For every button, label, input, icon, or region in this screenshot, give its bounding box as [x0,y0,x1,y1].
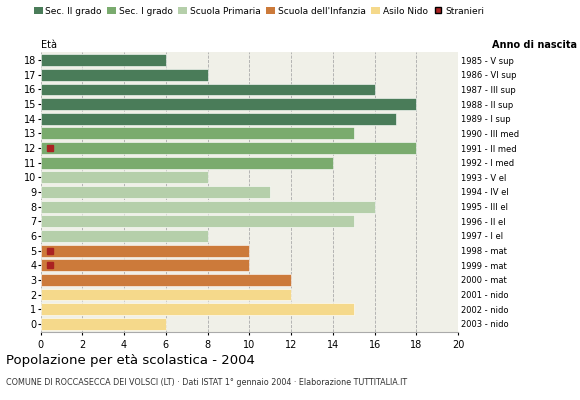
Bar [41,245,249,256]
Bar [41,304,354,315]
Text: Età: Età [41,40,57,50]
Legend: Sec. II grado, Sec. I grado, Scuola Primaria, Scuola dell'Infanzia, Asilo Nido, : Sec. II grado, Sec. I grado, Scuola Prim… [34,6,484,16]
Bar [41,98,416,110]
Text: Popolazione per età scolastica - 2004: Popolazione per età scolastica - 2004 [6,354,255,367]
Bar [41,186,270,198]
Bar [41,54,166,66]
Bar [41,157,333,168]
Bar [41,318,166,330]
Bar [41,84,375,95]
Bar [41,172,208,183]
Bar [41,216,354,227]
Bar [41,260,249,271]
Bar [41,142,416,154]
Bar [41,128,354,139]
Text: COMUNE DI ROCCASECCA DEI VOLSCI (LT) · Dati ISTAT 1° gennaio 2004 · Elaborazione: COMUNE DI ROCCASECCA DEI VOLSCI (LT) · D… [6,378,407,387]
Bar [41,274,291,286]
Bar [41,230,208,242]
Bar [41,289,291,300]
Bar [41,69,208,80]
Bar [41,113,396,124]
Text: Anno di nascita: Anno di nascita [491,40,577,50]
Bar [41,201,375,212]
